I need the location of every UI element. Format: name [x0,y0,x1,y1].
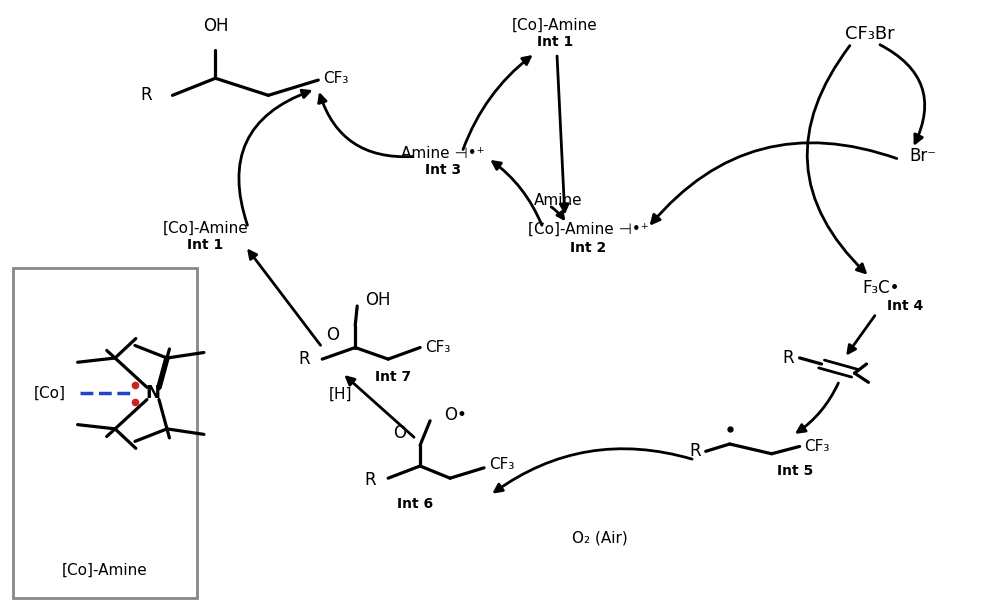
FancyArrowPatch shape [652,143,897,223]
Text: CF₃: CF₃ [425,340,450,355]
FancyArrowPatch shape [495,449,692,492]
FancyBboxPatch shape [13,268,197,598]
Text: R: R [782,349,794,367]
Text: [Co]: [Co] [34,386,66,401]
Text: R: R [141,86,152,104]
Text: Int 2: Int 2 [570,241,606,255]
Text: CF₃: CF₃ [805,439,830,454]
Text: Int 4: Int 4 [887,299,924,313]
Text: R: R [365,471,376,489]
FancyArrowPatch shape [493,162,542,225]
Text: CF₃: CF₃ [489,457,514,472]
Text: F₃C•: F₃C• [862,278,900,297]
Text: O•: O• [444,406,467,424]
Text: Int 1: Int 1 [537,35,573,49]
FancyArrowPatch shape [551,207,564,218]
Text: N: N [145,384,160,403]
Text: O: O [393,424,406,442]
FancyArrowPatch shape [463,57,530,149]
FancyArrowPatch shape [848,316,875,353]
Text: R: R [689,442,701,460]
Text: [Co]-Amine: [Co]-Amine [512,18,598,32]
FancyArrowPatch shape [807,46,865,272]
Text: CF₃: CF₃ [323,72,349,86]
Text: [Co]-Amine ⊣•⁺: [Co]-Amine ⊣•⁺ [528,222,648,237]
Text: [H]: [H] [329,387,352,402]
Text: Int 3: Int 3 [425,163,461,177]
Text: Amine ⊣•⁺: Amine ⊣•⁺ [401,146,485,161]
Text: OH: OH [365,291,391,309]
FancyArrowPatch shape [319,95,412,157]
FancyArrowPatch shape [557,56,568,212]
Text: R: R [299,350,310,368]
Text: Int 7: Int 7 [375,370,411,384]
Text: O: O [326,326,339,344]
Text: Int 6: Int 6 [397,497,433,511]
FancyArrowPatch shape [797,383,838,432]
FancyArrowPatch shape [239,90,310,225]
Text: Amine: Amine [534,193,582,208]
Text: CF₃Br: CF₃Br [845,25,894,43]
Text: OH: OH [203,18,228,35]
FancyArrowPatch shape [880,45,925,143]
Text: Int 5: Int 5 [777,464,813,478]
FancyArrowPatch shape [347,377,414,437]
Text: [Co]-Amine: [Co]-Amine [163,220,248,236]
FancyArrowPatch shape [249,251,321,345]
Text: [Co]-Amine: [Co]-Amine [62,563,148,578]
Text: O₂ (Air): O₂ (Air) [572,531,628,545]
Text: Int 1: Int 1 [187,238,224,252]
Text: Br⁻: Br⁻ [909,147,936,165]
